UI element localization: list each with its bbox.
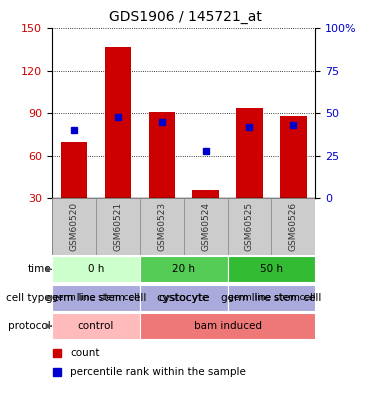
Text: GSM60520: GSM60520 [69, 202, 78, 252]
Bar [193, 190, 219, 198]
Bar [280, 116, 306, 198]
Bar [105, 47, 131, 198]
FancyBboxPatch shape [272, 198, 315, 255]
FancyBboxPatch shape [227, 285, 315, 311]
Text: protocol: protocol [8, 321, 51, 331]
Text: cystocyte: cystocyte [158, 293, 209, 303]
FancyBboxPatch shape [52, 198, 315, 255]
Text: time: time [27, 264, 51, 274]
FancyBboxPatch shape [227, 256, 315, 282]
Text: 50 h: 50 h [260, 264, 283, 274]
Text: cell type: cell type [6, 293, 51, 303]
FancyBboxPatch shape [227, 198, 272, 255]
Bar [148, 112, 175, 198]
Text: GSM60521: GSM60521 [113, 202, 122, 252]
FancyBboxPatch shape [52, 313, 140, 339]
Text: GDS1906 / 145721_at: GDS1906 / 145721_at [109, 10, 262, 24]
Text: GSM60524: GSM60524 [201, 202, 210, 251]
FancyBboxPatch shape [140, 198, 184, 255]
Text: germ line stem cell: germ line stem cell [221, 293, 322, 303]
Text: cystocyte: cystocyte [157, 293, 210, 303]
FancyBboxPatch shape [140, 256, 227, 282]
Text: percentile rank within the sample: percentile rank within the sample [70, 367, 246, 377]
Text: 0 h: 0 h [88, 264, 104, 274]
Text: GSM60526: GSM60526 [289, 202, 298, 252]
FancyBboxPatch shape [52, 198, 96, 255]
Text: 20 h: 20 h [172, 264, 195, 274]
Text: count: count [70, 348, 100, 358]
Text: germ line stem cell: germ line stem cell [52, 293, 139, 302]
FancyBboxPatch shape [140, 285, 227, 311]
Text: germ line stem cell: germ line stem cell [228, 293, 315, 302]
FancyBboxPatch shape [140, 313, 315, 339]
Text: GSM60525: GSM60525 [245, 202, 254, 252]
FancyBboxPatch shape [52, 285, 140, 311]
Bar [61, 142, 87, 198]
FancyBboxPatch shape [184, 198, 227, 255]
Text: GSM60523: GSM60523 [157, 202, 166, 252]
Text: bam induced: bam induced [194, 321, 262, 331]
Text: control: control [78, 321, 114, 331]
Bar [236, 108, 263, 198]
Text: germ line stem cell: germ line stem cell [46, 293, 146, 303]
FancyBboxPatch shape [96, 198, 140, 255]
FancyBboxPatch shape [52, 256, 140, 282]
